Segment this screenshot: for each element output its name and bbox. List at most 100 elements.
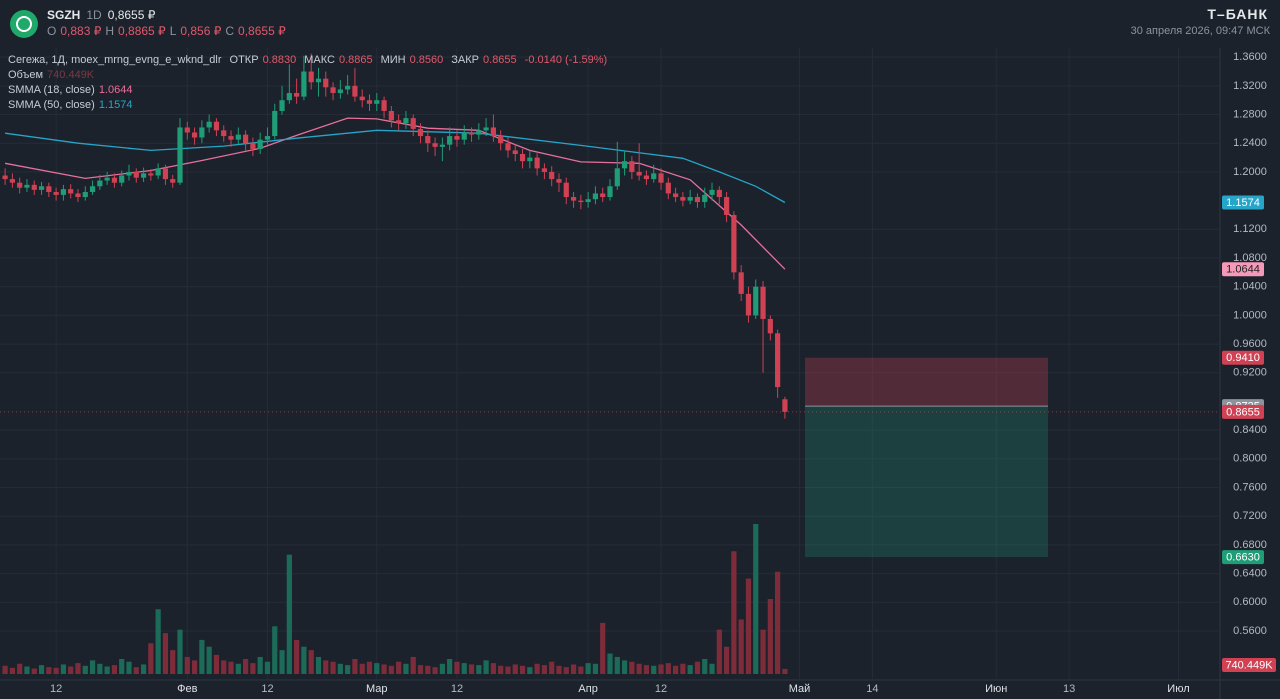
volume-bar: [60, 664, 67, 674]
candle-body: [425, 136, 431, 144]
candle-body: [111, 177, 118, 183]
volume-bar: [651, 665, 657, 674]
c-value: 0,8655 ₽: [238, 24, 286, 38]
volume-bar: [403, 663, 409, 674]
volume-bar: [294, 639, 300, 674]
volume-bar: [140, 664, 147, 674]
x-tick-label: Апр: [578, 683, 597, 695]
volume-bar: [709, 663, 715, 674]
candle-body: [745, 293, 752, 316]
smma-line: [4, 117, 786, 270]
datetime: 30 апреля 2026, 09:47 МСК: [1130, 25, 1270, 37]
candle-body: [643, 175, 650, 180]
volume-bar: [775, 571, 781, 674]
candle-body: [687, 197, 693, 201]
candle-body: [410, 118, 416, 129]
candle-body: [694, 197, 701, 203]
volume-bar: [126, 661, 132, 674]
x-tick-label: 12: [50, 683, 62, 695]
candle-body: [607, 186, 613, 198]
candle-body: [775, 333, 781, 388]
x-tick-label: Июн: [985, 683, 1007, 695]
volume-bar: [570, 664, 577, 674]
volume-bar: [687, 665, 693, 674]
candle-body: [68, 189, 74, 194]
candle-body: [148, 173, 154, 176]
y-tick-label: 1.2800: [1233, 108, 1267, 120]
candle-body: [600, 193, 606, 198]
candle-body: [753, 286, 759, 316]
volume-bar: [519, 665, 526, 674]
candle-body: [636, 171, 642, 176]
high-label: МАКС: [304, 54, 335, 66]
volume-bar: [483, 660, 489, 674]
volume-bar: [257, 656, 263, 674]
volume-bar: [264, 661, 271, 674]
candle-body: [235, 134, 241, 140]
x-tick-label: 13: [1063, 683, 1075, 695]
volume-bar: [534, 663, 540, 674]
volume-bar: [724, 646, 730, 674]
candle-body: [782, 399, 788, 412]
candle-body: [403, 118, 409, 124]
volume-badge-label: 740.449K: [1225, 659, 1273, 671]
y-tick-label: 1.1200: [1233, 223, 1267, 235]
candle-body: [243, 134, 249, 144]
candle-body: [621, 161, 628, 169]
price-badge-label: 1.0644: [1226, 264, 1260, 276]
candle-body: [476, 130, 482, 135]
candle-body: [468, 132, 475, 135]
x-tick-label: 12: [451, 683, 463, 695]
y-tick-label: 0.8400: [1233, 424, 1267, 436]
low-value: 0.8560: [409, 54, 444, 66]
l-value: 0,856 ₽: [180, 24, 222, 38]
y-tick-label: 0.8000: [1233, 453, 1267, 465]
candle-body: [760, 286, 766, 319]
volume-bar: [447, 659, 453, 674]
open-value: 0.8830: [262, 54, 297, 66]
price-badge-label: 0.6630: [1226, 551, 1260, 563]
smma50-legend: SMMA (50, close) 1.1574: [8, 99, 132, 111]
candle-body: [46, 186, 52, 193]
candle-body: [24, 184, 30, 188]
volume-bar: [396, 661, 402, 674]
candle-body: [388, 110, 394, 121]
y-tick-label: 1.3600: [1233, 51, 1267, 63]
candle-body: [206, 121, 212, 128]
candle-body: [578, 200, 584, 203]
legend-name: SMMA (50, close): [8, 99, 95, 111]
volume-bar: [315, 656, 322, 674]
volume-bar: [184, 656, 190, 674]
brand: Т–БАНК: [1207, 6, 1268, 22]
price-axis-bg: [1220, 0, 1280, 699]
candle-body: [221, 130, 227, 137]
candle-body: [17, 182, 23, 188]
price-badge-label: 0.8655: [1226, 406, 1260, 418]
y-tick-label: 1.0400: [1233, 281, 1267, 293]
x-tick-label: 12: [655, 683, 667, 695]
volume-legend: Объем 740.449K: [8, 69, 94, 81]
candle-body: [505, 143, 511, 151]
price-badge-label: 0.9410: [1226, 352, 1260, 364]
ticker: SGZH: [47, 8, 81, 22]
price: 0,8655 ₽: [107, 8, 156, 22]
volume-bar: [461, 663, 467, 674]
volume-bar: [155, 609, 161, 674]
y-tick-label: 1.0800: [1233, 252, 1267, 264]
candle-body: [279, 100, 285, 111]
volume-bar: [454, 661, 460, 674]
candle-body: [75, 193, 81, 198]
candle-body: [308, 71, 314, 83]
volume-bar: [24, 666, 30, 674]
volume-bar: [250, 663, 256, 674]
candle-body: [519, 154, 526, 162]
y-tick-label: 0.6400: [1233, 567, 1267, 579]
candle-body: [155, 168, 161, 176]
candle-body: [396, 120, 402, 124]
candle-body: [527, 157, 533, 162]
volume-bar: [549, 661, 555, 674]
volume-value: 740.449K: [47, 69, 95, 81]
volume-bar: [17, 663, 23, 674]
candle-body: [738, 272, 744, 294]
candle-body: [82, 192, 88, 198]
